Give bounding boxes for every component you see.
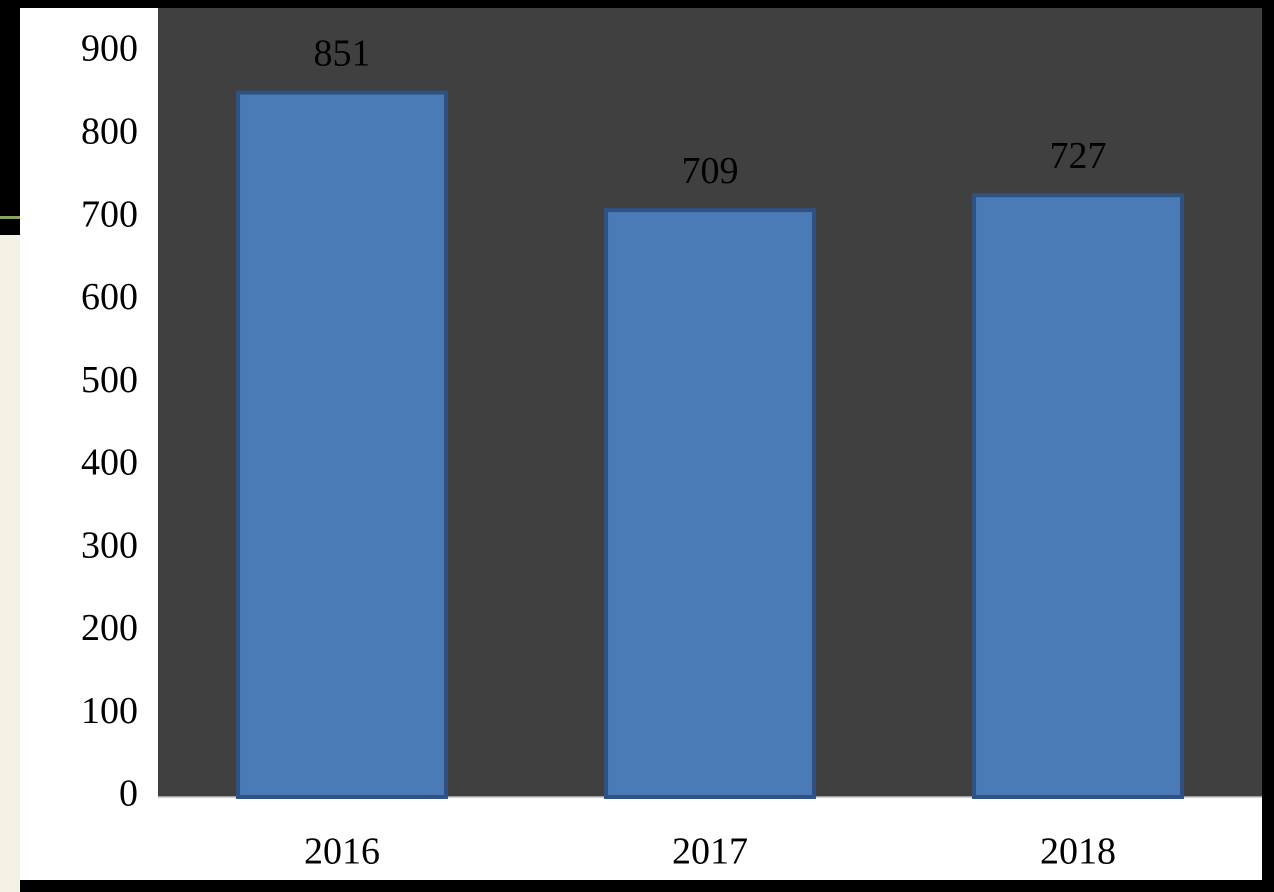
bar xyxy=(236,90,448,800)
y-tick-label: 900 xyxy=(81,28,138,70)
y-tick-label: 600 xyxy=(81,276,138,318)
y-tick-label: 700 xyxy=(81,193,138,235)
data-label: 851 xyxy=(314,32,371,74)
x-tick-label: 2016 xyxy=(304,831,380,873)
y-tick-label: 300 xyxy=(81,524,138,566)
slide-strip xyxy=(0,235,20,892)
bar xyxy=(972,193,1184,799)
data-label: 709 xyxy=(682,150,739,192)
x-tick-label: 2017 xyxy=(672,831,748,873)
y-tick-label: 500 xyxy=(81,359,138,401)
y-tick-label: 800 xyxy=(81,110,138,152)
y-tick-label: 200 xyxy=(81,607,138,649)
x-tick-label: 2018 xyxy=(1040,831,1116,873)
y-tick-label: 100 xyxy=(81,690,138,732)
y-tick-label: 0 xyxy=(119,773,138,815)
data-label: 727 xyxy=(1050,135,1107,177)
y-tick-label: 400 xyxy=(81,442,138,484)
bar xyxy=(604,208,816,800)
